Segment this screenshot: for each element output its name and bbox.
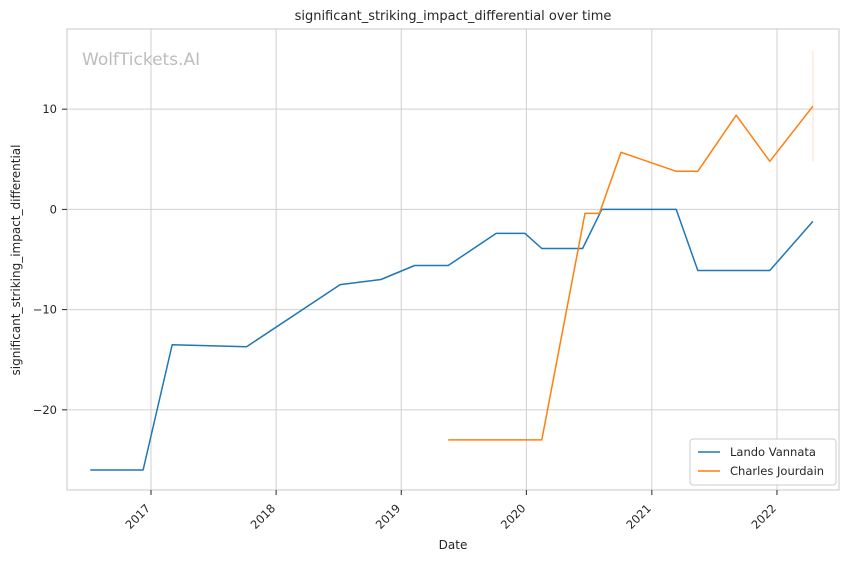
- watermark-text: WolfTickets.AI: [82, 50, 200, 70]
- y-tick-label: −20: [33, 403, 57, 417]
- series-line-1: [448, 105, 814, 441]
- legend-label: Charles Jourdain: [730, 464, 824, 478]
- chart-title: significant_striking_impact_differential…: [295, 9, 612, 24]
- series-line-0: [90, 208, 814, 471]
- x-tick-label: 2020: [498, 501, 529, 532]
- x-tick-label: 2019: [373, 501, 404, 532]
- y-gridlines: [67, 108, 839, 411]
- legend: Lando Vannata Charles Jourdain: [689, 438, 837, 486]
- x-axis-label: Date: [439, 538, 468, 552]
- legend-label: Lando Vannata: [730, 445, 816, 459]
- x-gridlines: [150, 29, 778, 490]
- y-axis-ticks: 10 0 −10 −20: [33, 102, 67, 417]
- legend-box: [689, 438, 837, 486]
- plot-frame: [66, 28, 840, 491]
- x-axis-ticks: 2017 2018 2019 2020 2021 2022: [123, 490, 779, 532]
- x-tick-label: 2021: [623, 501, 654, 532]
- x-tick-label: 2018: [248, 501, 279, 532]
- y-axis-label: significant_striking_impact_differential: [9, 145, 23, 376]
- y-tick-label: 0: [50, 202, 57, 216]
- series-layer: [90, 51, 814, 471]
- x-tick-label: 2017: [123, 501, 154, 532]
- x-tick-label: 2022: [748, 501, 779, 532]
- y-tick-label: −10: [33, 303, 57, 317]
- y-tick-label: 10: [42, 102, 57, 116]
